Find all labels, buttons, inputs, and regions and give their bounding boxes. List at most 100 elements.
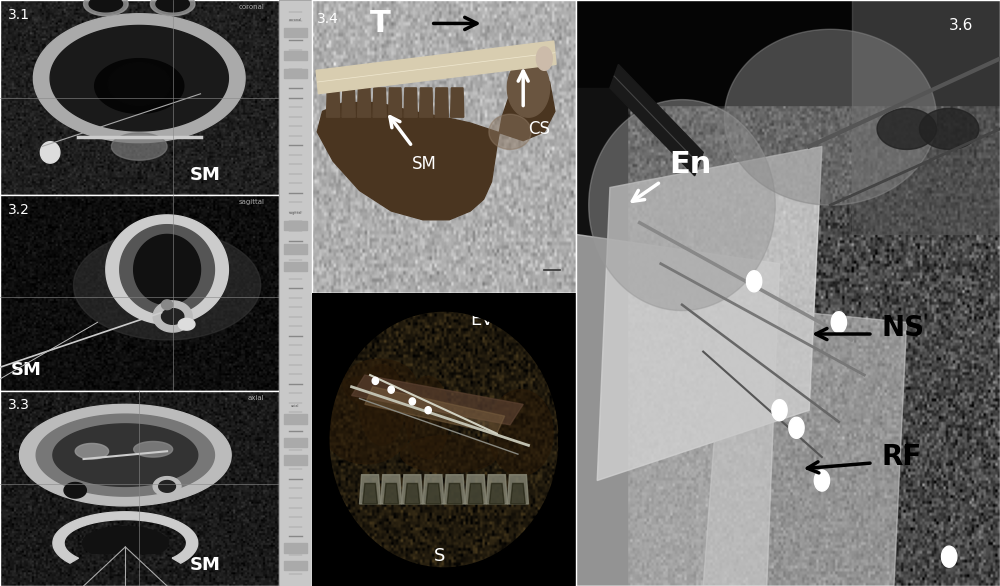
Bar <box>284 414 307 424</box>
Polygon shape <box>941 546 957 567</box>
Bar <box>284 221 307 230</box>
Polygon shape <box>53 424 198 486</box>
Polygon shape <box>451 88 464 117</box>
Bar <box>284 262 307 271</box>
Polygon shape <box>507 475 528 504</box>
Polygon shape <box>53 512 198 563</box>
Text: 3.6: 3.6 <box>949 18 973 33</box>
Bar <box>284 69 307 78</box>
Polygon shape <box>95 59 184 113</box>
Text: RF: RF <box>881 443 922 471</box>
Polygon shape <box>589 100 775 311</box>
Polygon shape <box>89 0 123 12</box>
Polygon shape <box>359 364 405 445</box>
Bar <box>284 28 307 37</box>
Polygon shape <box>40 142 60 163</box>
Text: 3.5: 3.5 <box>323 311 344 325</box>
Polygon shape <box>576 88 627 586</box>
Polygon shape <box>724 29 936 205</box>
Bar <box>284 455 307 465</box>
Polygon shape <box>486 475 507 504</box>
Polygon shape <box>402 475 423 504</box>
Polygon shape <box>365 387 505 434</box>
Polygon shape <box>489 114 531 149</box>
Text: En: En <box>669 149 712 179</box>
Polygon shape <box>162 309 184 324</box>
Text: axial: axial <box>291 404 299 408</box>
Text: 3.4: 3.4 <box>317 12 339 26</box>
Polygon shape <box>75 444 109 459</box>
Polygon shape <box>789 417 804 438</box>
Bar <box>284 244 307 254</box>
Text: 3.3: 3.3 <box>8 398 30 413</box>
Bar <box>284 543 307 553</box>
Polygon shape <box>423 475 444 504</box>
Polygon shape <box>319 376 413 464</box>
Polygon shape <box>465 475 486 504</box>
Polygon shape <box>405 483 420 504</box>
Polygon shape <box>64 482 86 498</box>
Polygon shape <box>111 133 167 160</box>
Polygon shape <box>746 271 762 292</box>
Polygon shape <box>444 475 465 504</box>
Polygon shape <box>153 476 181 496</box>
Polygon shape <box>404 88 417 117</box>
Polygon shape <box>703 305 907 586</box>
Polygon shape <box>388 386 394 393</box>
Text: axial: axial <box>248 394 265 401</box>
Text: SM: SM <box>189 166 220 183</box>
Polygon shape <box>610 64 703 176</box>
Polygon shape <box>360 475 381 504</box>
Polygon shape <box>597 146 822 481</box>
Text: S: S <box>433 547 445 565</box>
Polygon shape <box>381 475 402 504</box>
Polygon shape <box>342 88 355 117</box>
Polygon shape <box>426 483 441 504</box>
Text: SM: SM <box>11 361 42 379</box>
Text: 3.2: 3.2 <box>8 203 30 217</box>
Text: 3.1: 3.1 <box>8 8 30 22</box>
Polygon shape <box>134 441 173 457</box>
PathPatch shape <box>312 293 576 586</box>
Polygon shape <box>409 398 415 405</box>
Polygon shape <box>316 41 556 94</box>
Polygon shape <box>511 483 525 504</box>
Text: SM: SM <box>189 556 220 574</box>
Polygon shape <box>425 407 431 414</box>
Bar <box>284 561 307 570</box>
Polygon shape <box>178 318 195 330</box>
Polygon shape <box>106 215 228 324</box>
Polygon shape <box>406 376 449 459</box>
Polygon shape <box>74 230 261 340</box>
Polygon shape <box>435 88 448 117</box>
Polygon shape <box>468 483 483 504</box>
Polygon shape <box>153 301 192 332</box>
Polygon shape <box>352 375 523 425</box>
Polygon shape <box>82 527 168 554</box>
Bar <box>284 51 307 60</box>
Polygon shape <box>447 483 462 504</box>
Polygon shape <box>84 0 128 16</box>
Polygon shape <box>108 63 170 105</box>
Polygon shape <box>317 73 555 220</box>
Polygon shape <box>363 483 377 504</box>
Text: EV: EV <box>470 311 494 329</box>
Text: T: T <box>370 9 391 38</box>
Polygon shape <box>159 481 175 492</box>
Text: coronal: coronal <box>289 18 302 22</box>
Polygon shape <box>772 400 787 421</box>
Text: NS: NS <box>881 314 924 342</box>
Polygon shape <box>33 13 245 142</box>
Polygon shape <box>358 88 371 117</box>
Polygon shape <box>134 234 201 305</box>
Polygon shape <box>312 293 576 586</box>
Polygon shape <box>162 300 173 309</box>
Polygon shape <box>400 435 497 473</box>
Polygon shape <box>36 414 214 496</box>
Polygon shape <box>420 88 433 117</box>
Polygon shape <box>156 0 189 12</box>
Polygon shape <box>852 0 1000 234</box>
Polygon shape <box>372 377 379 384</box>
Polygon shape <box>576 234 780 586</box>
Polygon shape <box>507 59 550 117</box>
